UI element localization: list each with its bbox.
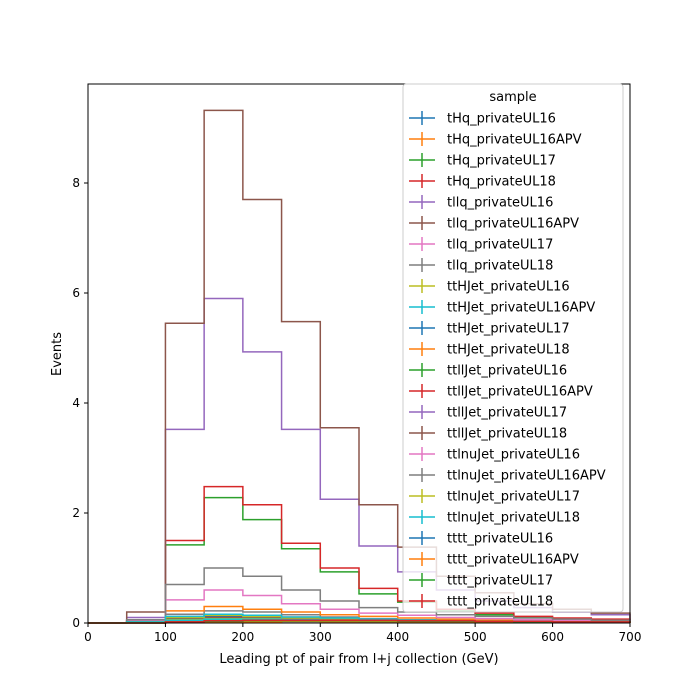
legend-entry-label: ttHJet_privateUL18 (447, 343, 570, 358)
x-tick-label: 500 (464, 630, 487, 644)
legend-entry-label: ttHJet_privateUL16APV (447, 301, 595, 316)
x-tick-label: 100 (154, 630, 177, 644)
legend-entry-label: tHq_privateUL16APV (447, 133, 582, 148)
legend-items: tHq_privateUL16 tHq_privateUL16APV tHq_pri… (409, 111, 606, 610)
y-tick-label: 2 (72, 506, 80, 520)
x-tick-label: 400 (386, 630, 409, 644)
legend-box (402, 83, 624, 613)
series-step-line-23 (88, 619, 631, 624)
legend-entry-label: ttllJet_privateUL16APV (447, 385, 593, 400)
x-axis-ticks: 0 100 200 300 400 500 600 700 (84, 623, 641, 644)
plot-frame (87, 83, 631, 624)
legend-entry-label: tttt_privateUL17 (447, 574, 553, 589)
legend-entry-label: tttt_privateUL16 (447, 532, 553, 547)
legend-entry-label: tHq_privateUL16 (447, 112, 556, 127)
legend-entry-label: tllq_privateUL18 (447, 259, 553, 274)
legend: sample tHq_privateUL16 tHq_privateUL16APV… (402, 83, 624, 613)
y-axis-ticks: 0 2 4 6 8 (72, 176, 88, 630)
legend-entry-label: tttt_privateUL16APV (447, 553, 579, 568)
x-axis-label: Leading pt of pair from l+j collection (… (219, 652, 498, 667)
x-tick-label: 600 (541, 630, 564, 644)
x-tick-label: 200 (231, 630, 254, 644)
legend-entry-label: ttlnuJet_privateUL16 (447, 448, 580, 463)
x-tick-label: 0 (84, 630, 92, 644)
y-axis-label: Events (50, 332, 65, 376)
y-tick-label: 6 (72, 286, 80, 300)
legend-entry-label: tHq_privateUL17 (447, 154, 556, 169)
legend-entry-label: ttlnuJet_privateUL18 (447, 511, 580, 526)
series-step-line-13 (88, 485, 631, 624)
legend-entry-label: tllq_privateUL16 (447, 196, 553, 211)
legend-entry-label: tllq_privateUL16APV (447, 217, 579, 232)
y-tick-label: 0 (72, 616, 80, 630)
legend-entry-label: tllq_privateUL17 (447, 238, 553, 253)
legend-entry-label: tHq_privateUL18 (447, 175, 556, 190)
legend-entry-label: ttllJet_privateUL17 (447, 406, 567, 421)
legend-entry-label: ttlnuJet_privateUL17 (447, 490, 580, 505)
series-step-line-17 (88, 567, 631, 624)
x-tick-label: 300 (309, 630, 332, 644)
legend-entry-label: ttlnuJet_privateUL16APV (447, 469, 606, 484)
x-tick-label: 700 (619, 630, 642, 644)
legend-entry-label: ttllJet_privateUL18 (447, 427, 567, 442)
series-layer (88, 109, 631, 624)
legend-entry-label: tttt_privateUL18 (447, 595, 553, 610)
y-tick-label: 4 (72, 396, 80, 410)
legend-entry-label: ttHJet_privateUL17 (447, 322, 570, 337)
y-tick-label: 8 (72, 176, 80, 190)
legend-entry-label: ttllJet_privateUL16 (447, 364, 567, 379)
legend-entry-label: ttHJet_privateUL16 (447, 280, 570, 295)
legend-title: sample (489, 90, 536, 105)
